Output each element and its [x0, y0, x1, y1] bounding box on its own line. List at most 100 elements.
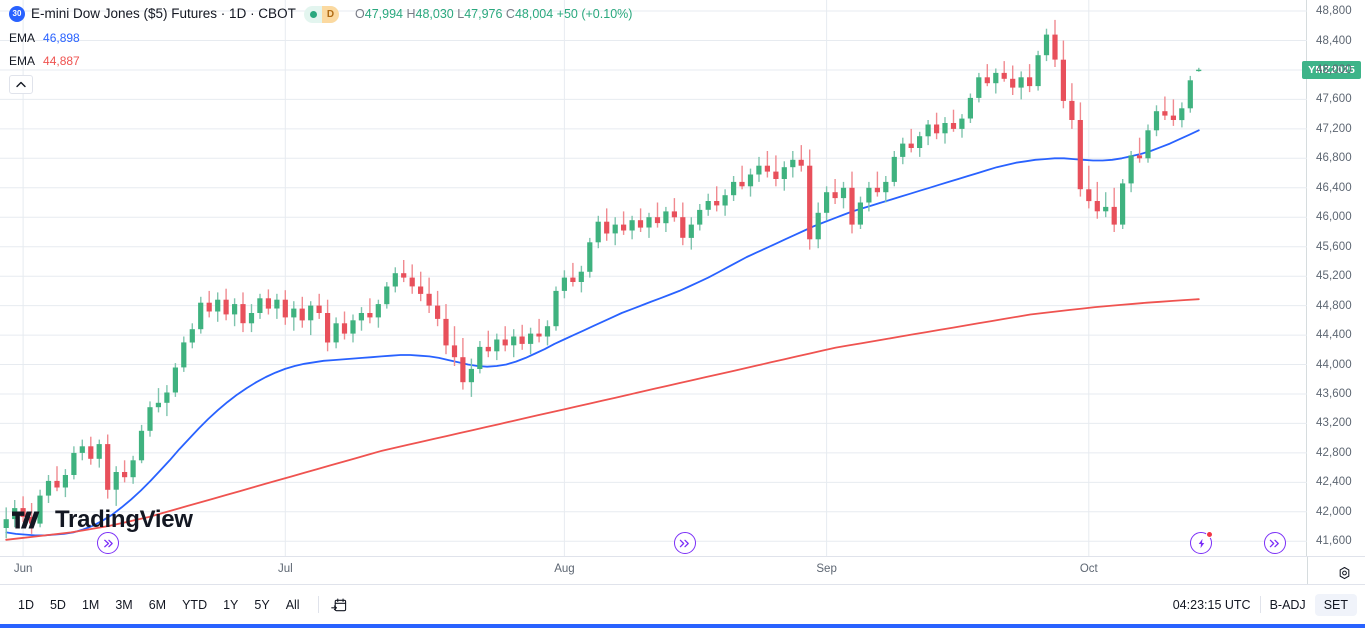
- open-value: 47,994: [364, 7, 404, 21]
- lightning-marker[interactable]: [1190, 531, 1213, 554]
- close-label: C: [505, 7, 515, 21]
- candlestick: [536, 318, 542, 343]
- candlestick: [1010, 65, 1016, 95]
- candlestick: [925, 120, 931, 146]
- candlestick: [494, 333, 500, 361]
- candlestick: [392, 267, 398, 293]
- candlestick: [967, 93, 973, 123]
- forward-marker[interactable]: [1264, 532, 1286, 554]
- candlestick: [215, 292, 221, 322]
- range-button-1d[interactable]: 1D: [10, 594, 42, 616]
- candlestick: [807, 149, 813, 250]
- candlestick: [96, 439, 102, 468]
- range-button-1m[interactable]: 1M: [74, 594, 107, 616]
- candlestick: [282, 290, 288, 325]
- chart-series: [3, 19, 1202, 541]
- indicator-row-ema-fast[interactable]: EMA 46,898: [9, 30, 632, 46]
- indicator-row-ema-slow[interactable]: EMA 44,887: [9, 53, 632, 69]
- candlestick: [1120, 179, 1126, 229]
- candlestick: [37, 489, 43, 528]
- candlestick: [477, 341, 483, 374]
- price-badge: YMZ2025: [1302, 60, 1361, 79]
- event-marker[interactable]: [674, 532, 696, 554]
- change-value: +50 (+0.10%): [556, 7, 633, 21]
- candlestick: [401, 260, 407, 283]
- gear-icon[interactable]: [1333, 562, 1355, 584]
- candlestick: [950, 109, 957, 132]
- candlestick: [908, 128, 914, 153]
- candlestick: [747, 168, 754, 197]
- chevron-up-icon[interactable]: [9, 75, 33, 94]
- range-button-5d[interactable]: 5D: [42, 594, 74, 616]
- price-tick: 48,400: [1316, 34, 1352, 47]
- candlestick: [976, 72, 982, 103]
- clock-label[interactable]: 04:23:15 UTC: [1172, 597, 1251, 612]
- calendar-goto-icon[interactable]: [329, 595, 349, 615]
- time-tick: Jun: [13, 563, 33, 575]
- candlestick: [1187, 75, 1193, 113]
- candlestick: [1103, 192, 1109, 218]
- chart-canvas[interactable]: 30 E-mini Dow Jones ($5) Futures · 1D · …: [0, 0, 1307, 556]
- open-label: O: [355, 7, 365, 21]
- candlestick: [88, 436, 94, 465]
- session-status-pill[interactable]: D: [303, 5, 340, 23]
- candlestick: [604, 208, 610, 241]
- price-tick: 47,200: [1316, 122, 1352, 135]
- candlestick: [714, 186, 720, 212]
- candlestick: [866, 181, 872, 212]
- candlestick: [900, 137, 906, 165]
- candlestick: [12, 500, 18, 528]
- candlestick: [3, 507, 9, 539]
- candlestick: [122, 460, 128, 483]
- candlestick: [409, 264, 415, 294]
- candlestick: [959, 114, 965, 138]
- candlestick: [223, 288, 229, 321]
- candlestick: [739, 165, 745, 190]
- badj-button[interactable]: B-ADJ: [1269, 597, 1306, 612]
- price-axis[interactable]: YMZ2025 48,800 48,400 48,000 47,600 47,200 46…: [1302, 0, 1365, 556]
- candlestick: [325, 299, 331, 352]
- range-button-6m[interactable]: 6M: [141, 594, 174, 616]
- candlestick: [1196, 67, 1202, 72]
- session-tag-label: D: [321, 5, 340, 23]
- earnings-marker[interactable]: [97, 532, 119, 554]
- candlestick: [1179, 102, 1185, 128]
- candlestick: [181, 336, 187, 372]
- range-button-1y[interactable]: 1Y: [215, 594, 246, 616]
- candlestick: [637, 208, 644, 232]
- set-button[interactable]: SET: [1314, 593, 1357, 616]
- time-tick: Jul: [277, 563, 293, 575]
- time-tick: Oct: [1079, 563, 1098, 575]
- candlestick: [451, 326, 458, 366]
- price-tick: 46,400: [1316, 181, 1352, 194]
- indicator-value: 46,898: [43, 31, 80, 45]
- range-button-all[interactable]: All: [278, 594, 308, 616]
- range-button-ytd[interactable]: YTD: [174, 594, 215, 616]
- candlestick: [773, 155, 779, 187]
- candlestick: [1018, 71, 1024, 100]
- high-value: 48,030: [415, 7, 454, 21]
- candlestick: [917, 131, 923, 157]
- price-tick: 46,000: [1316, 211, 1352, 224]
- candlestick: [468, 358, 474, 397]
- price-tick: 41,600: [1316, 535, 1352, 548]
- low-value: 47,976: [464, 7, 503, 21]
- candlestick: [105, 434, 111, 499]
- range-button-5y[interactable]: 5Y: [246, 594, 277, 616]
- candlestick: [697, 204, 703, 231]
- high-label: H: [406, 7, 416, 21]
- candlestick: [1153, 105, 1160, 137]
- range-button-3m[interactable]: 3M: [107, 594, 140, 616]
- time-axis[interactable]: JunJulAugSepOctNovDec: [0, 556, 1365, 584]
- candlestick: [781, 161, 787, 191]
- candlestick: [934, 112, 940, 140]
- candlestick: [1052, 19, 1058, 67]
- symbol-title[interactable]: E-mini Dow Jones ($5) Futures · 1D · CBO…: [31, 6, 296, 21]
- time-axis-settings[interactable]: [1307, 556, 1365, 584]
- legend-main-row[interactable]: 30 E-mini Dow Jones ($5) Futures · 1D · …: [9, 5, 632, 23]
- candlestick: [248, 304, 255, 333]
- candlestick: [45, 475, 52, 503]
- bottom-accent-bar: [0, 624, 1365, 628]
- price-tick: 44,800: [1316, 299, 1352, 312]
- low-label: L: [457, 7, 465, 21]
